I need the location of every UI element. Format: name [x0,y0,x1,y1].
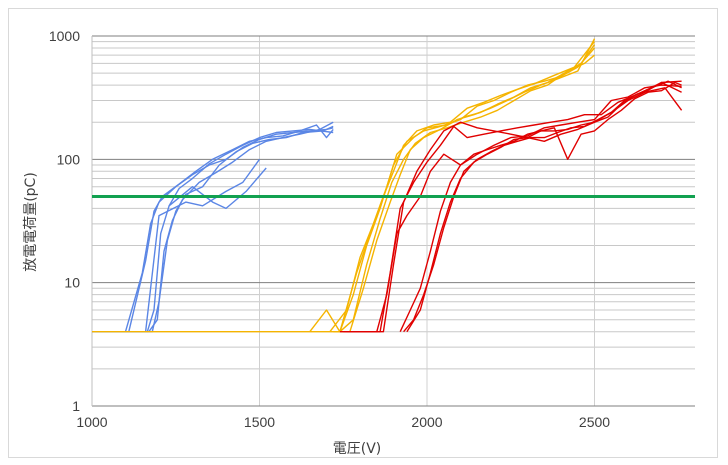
series-line-blue [92,125,334,333]
x-axis-label: 電圧(V) [333,441,382,457]
y-tick-label: 1 [72,398,80,414]
series-line-blue [168,167,267,210]
series-line-red [406,81,682,333]
series-line-red [403,87,683,333]
grid-major [91,35,695,407]
y-axis-label: 放電電荷量(pC) [23,172,39,272]
series-line-yellow [92,47,596,333]
series-line-blue [92,124,334,333]
series-line-blue [92,127,334,333]
x-tick-label: 2500 [579,414,610,430]
series-line-blue [144,158,261,332]
grid-minor [92,41,695,370]
y-tick-labels: 1 10 100 1000 [49,28,80,414]
series-line-yellow [309,41,596,333]
series-layer [92,38,683,333]
x-tick-labels: 1000 1500 2000 2500 [76,414,610,430]
charge-vs-voltage-chart: 1000 1500 2000 2500 1 10 100 1000 電圧(V) 放電電荷量(… [23,28,695,457]
series-line-blue [92,128,334,333]
x-tick-label: 1000 [76,414,107,430]
chart-frame: 1000 1500 2000 2500 1 10 100 1000 電圧(V) 放電電荷量(… [8,8,718,458]
series-line-yellow [333,38,596,333]
y-tick-label: 1000 [49,28,80,44]
x-tick-label: 2000 [411,414,442,430]
x-tick-label: 1500 [244,414,275,430]
series-line-yellow [339,54,595,333]
series-line-red [399,81,682,332]
series-line-blue [92,121,334,333]
y-tick-label: 10 [64,275,80,291]
series-line-red [346,80,682,333]
y-tick-label: 100 [57,151,81,167]
series-line-red [339,84,682,333]
